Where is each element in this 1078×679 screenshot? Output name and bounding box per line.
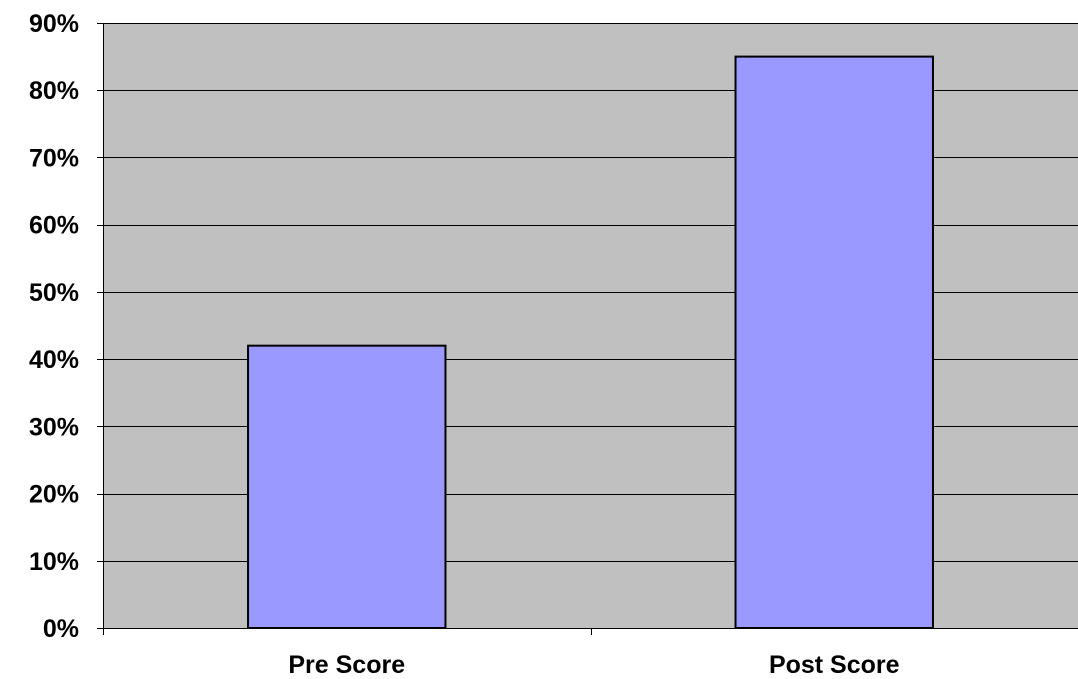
y-tick-label-30: 30% [29, 413, 79, 441]
bar-post-score [734, 55, 934, 630]
y-tick-label-40: 40% [29, 346, 79, 374]
x-axis-category-labels: Pre Score Post Score [288, 651, 899, 679]
y-tick-label-90: 90% [29, 10, 79, 38]
y-tick-label-50: 50% [29, 279, 79, 307]
bars [247, 55, 934, 630]
y-axis-tick-labels: 0% 10% 20% 30% 40% 50% 60% 70% 80% 90% [29, 10, 79, 643]
y-tick-label-80: 80% [29, 77, 79, 105]
x-category-label-pre-score: Pre Score [288, 651, 405, 679]
y-tick-label-20: 20% [29, 481, 79, 509]
x-category-label-post-score: Post Score [769, 651, 900, 679]
y-tick-label-70: 70% [29, 144, 79, 172]
axes [97, 23, 1078, 635]
y-tick-label-60: 60% [29, 212, 79, 240]
bar-pre-score [247, 344, 447, 629]
y-tick-label-0: 0% [43, 615, 79, 643]
y-tick-label-10: 10% [29, 548, 79, 576]
